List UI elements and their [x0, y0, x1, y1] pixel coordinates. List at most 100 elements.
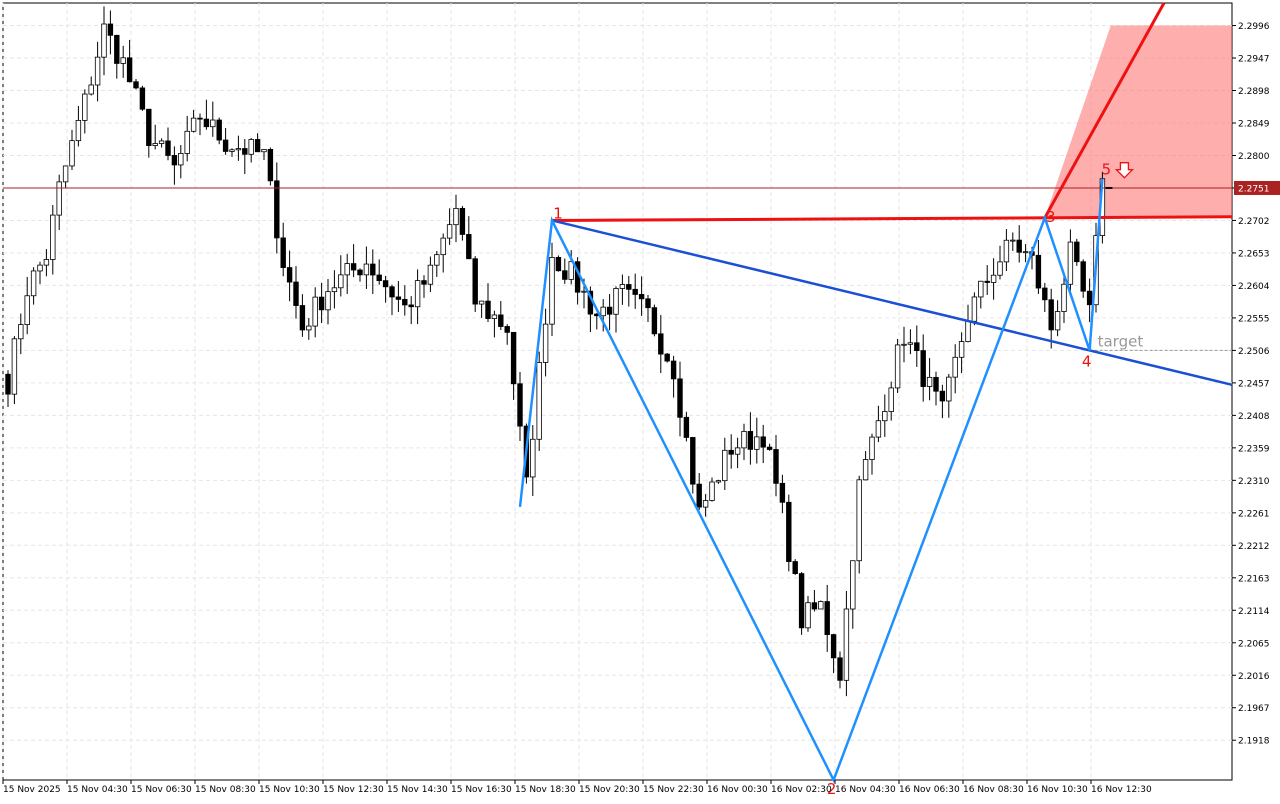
candle-body — [754, 436, 760, 450]
candle-body — [389, 286, 395, 298]
line-1-4 — [551, 219, 1233, 387]
wave-label-4: 4 — [1082, 352, 1092, 370]
y-tick-label: 2.1967 — [1238, 704, 1270, 714]
candle-body — [280, 237, 286, 268]
candle-body — [485, 300, 491, 319]
candle-body — [242, 148, 248, 155]
x-tick-label: 15 Nov 04:30 — [67, 785, 128, 795]
candle-body — [651, 307, 658, 335]
y-tick-label: 2.2457 — [1238, 379, 1270, 389]
candle-body — [274, 180, 280, 239]
candle-body — [830, 634, 837, 659]
y-tick-label: 2.1918 — [1238, 737, 1270, 747]
candle-body — [1061, 283, 1067, 312]
y-tick-label: 2.2408 — [1238, 412, 1270, 422]
candle-body — [235, 148, 242, 151]
candle-body — [1003, 239, 1010, 263]
candle-body — [1054, 311, 1061, 331]
candle-body — [30, 270, 37, 297]
y-tick-label: 2.2947 — [1238, 55, 1270, 65]
candle-body — [901, 343, 907, 346]
candle-body — [805, 602, 811, 629]
y-tick-label: 2.2359 — [1238, 444, 1270, 454]
candle-body — [766, 446, 773, 450]
candle-body — [862, 459, 869, 481]
wave-label-5: 5 — [1102, 161, 1112, 179]
candle-body — [536, 362, 542, 440]
candle-body — [1048, 299, 1054, 331]
x-tick-label: 16 Nov 08:30 — [963, 785, 1024, 795]
candle-body — [952, 356, 958, 378]
x-tick-label: 15 Nov 2025 — [3, 785, 61, 795]
candle-body — [293, 281, 299, 306]
candle-body — [517, 383, 523, 427]
candle-body — [440, 237, 446, 256]
candle-body — [1074, 241, 1080, 263]
candle-body — [715, 480, 722, 483]
candle-body — [677, 378, 683, 418]
candle-body — [690, 437, 696, 485]
candle-body — [178, 153, 184, 166]
candle-body — [568, 261, 574, 280]
y-tick-label: 2.2898 — [1238, 87, 1270, 97]
candle-body — [824, 601, 830, 635]
candle-body — [24, 295, 30, 326]
wave-label-3: 3 — [1046, 208, 1056, 226]
candle-body — [914, 342, 920, 351]
candle-body — [120, 57, 126, 64]
candle-body — [792, 561, 798, 574]
candle-body — [926, 376, 933, 387]
pattern-labels: 1 2 3 4 5 target — [553, 161, 1143, 798]
candle-body — [498, 314, 504, 327]
candle-body — [382, 280, 389, 288]
y-tick-label: 2.2506 — [1238, 347, 1270, 357]
candle-body — [971, 296, 978, 322]
candle-body — [491, 314, 498, 319]
candle-body — [107, 23, 114, 36]
candle-body — [184, 130, 190, 154]
candle-body — [248, 139, 254, 155]
candle-body — [549, 256, 555, 325]
candle-body — [888, 387, 894, 412]
candle-body — [843, 608, 850, 681]
candle-body — [811, 602, 818, 610]
y-tick-label: 2.2163 — [1238, 574, 1270, 584]
candle-body — [894, 344, 901, 389]
candle-body — [165, 140, 171, 156]
x-tick-label: 15 Nov 20:30 — [579, 785, 640, 795]
x-tick-label: 15 Nov 12:30 — [323, 785, 384, 795]
candle-body — [850, 560, 856, 610]
candle-body — [62, 165, 69, 183]
candle-body — [875, 420, 882, 438]
candle-body — [1022, 251, 1029, 254]
candle-body — [197, 117, 203, 120]
candle-body — [997, 261, 1003, 276]
candle-body — [229, 149, 235, 152]
candle-body — [94, 56, 101, 86]
target-label: target — [1098, 332, 1144, 350]
candle-body — [478, 300, 485, 305]
candle-body — [50, 214, 56, 260]
candle-body — [984, 280, 990, 283]
current-price-badge — [1234, 180, 1280, 195]
candle-body — [1067, 241, 1074, 285]
y-tick-label: 2.2065 — [1238, 639, 1270, 649]
candle-body — [466, 234, 472, 260]
x-tick-label: 16 Nov 06:30 — [899, 785, 960, 795]
wave-label-1: 1 — [553, 204, 563, 222]
candle-body — [114, 34, 120, 64]
candle-body — [722, 449, 728, 482]
y-tick-label: 2.2653 — [1238, 249, 1270, 259]
candle-body — [747, 431, 754, 450]
candle-body — [261, 149, 267, 153]
candle-body — [363, 263, 370, 276]
candle-body — [210, 119, 216, 128]
candle-body — [126, 57, 133, 83]
candle-body — [395, 296, 402, 300]
candle-body — [562, 270, 568, 280]
candle-body — [453, 207, 459, 226]
pattern-zone — [1044, 25, 1232, 218]
x-tick-label: 15 Nov 18:30 — [515, 785, 576, 795]
candle-body — [1010, 239, 1016, 242]
candle-body — [670, 360, 677, 380]
